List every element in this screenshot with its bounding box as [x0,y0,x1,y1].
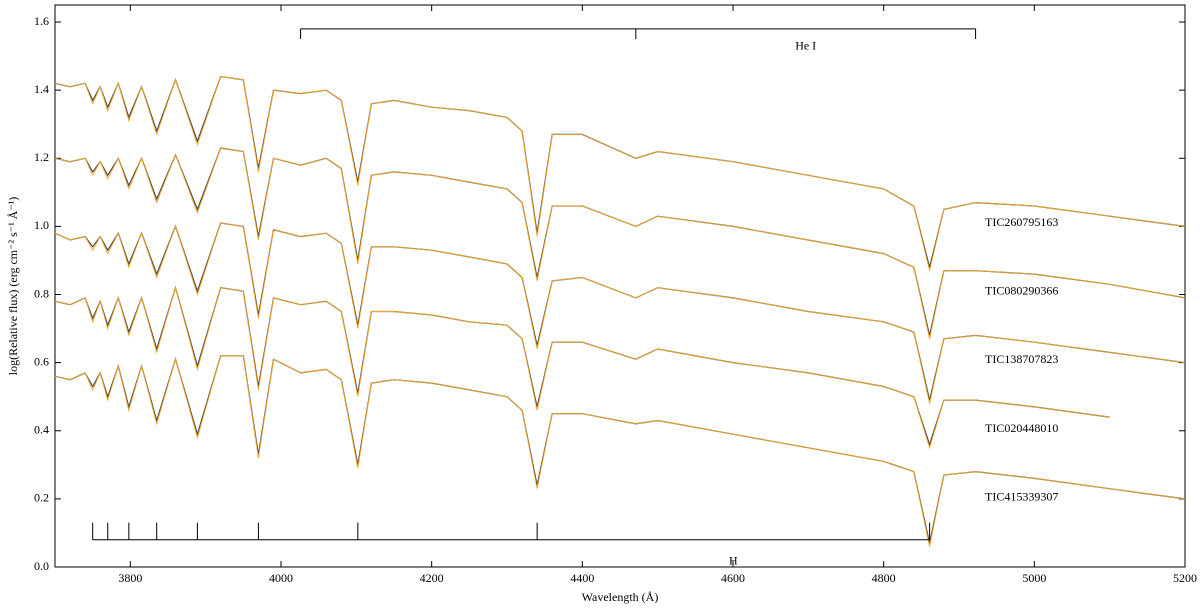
plot-frame [54,4,1186,568]
observed-spectrum [54,285,1110,447]
x-tick-label: 4200 [420,571,444,585]
observed-spectrum [54,75,1186,268]
y-tick-label: 0.0 [34,559,49,573]
observed-spectrum [54,222,1186,401]
y-tick-label: 0.2 [34,491,49,505]
y-tick-label: 1.0 [34,218,49,232]
x-axis-label: Wavelength (Å) [582,590,659,604]
model-spectrum [54,355,1186,547]
observed-spectrum [54,355,1186,544]
y-tick-label: 0.8 [34,286,49,300]
x-tick-label: 4400 [570,571,594,585]
y-tick-label: 1.6 [34,14,49,28]
annotation-label: He I [795,39,816,53]
y-axis-label: log(Relative flux) (erg cm⁻² s⁻¹ Å⁻¹) [6,197,20,376]
y-tick-label: 1.2 [34,150,49,164]
x-tick-label: 5000 [1022,571,1046,585]
model-spectrum [54,222,1186,404]
model-spectrum [54,286,1110,450]
x-tick-label: 3800 [118,571,142,585]
series-label: TIC080290366 [985,283,1058,297]
x-tick-label: 4000 [269,571,293,585]
y-tick-label: 1.4 [34,82,49,96]
y-tick-label: 0.4 [34,423,49,437]
x-tick-label: 5200 [1173,571,1197,585]
model-spectrum [54,147,1186,339]
x-tick-label: 4600 [721,571,745,585]
x-tick-label: 4800 [872,571,896,585]
series-label: TIC260795163 [985,215,1058,229]
series-label: TIC415339307 [985,490,1058,504]
y-tick-label: 0.6 [34,354,49,368]
annotation-label: H [729,554,738,568]
series-label: TIC138707823 [985,352,1058,366]
observed-spectrum [54,147,1186,336]
model-spectrum [54,75,1186,271]
series-label: TIC020448010 [985,421,1058,435]
